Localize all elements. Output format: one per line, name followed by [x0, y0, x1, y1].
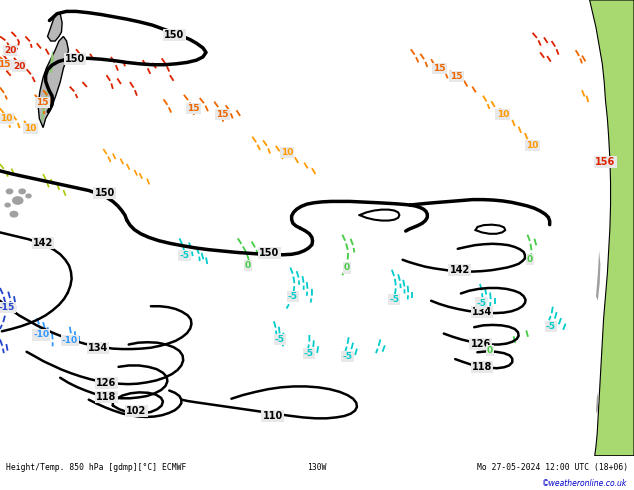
Text: 150: 150 [65, 54, 85, 64]
Circle shape [13, 197, 23, 204]
Text: 142: 142 [450, 265, 470, 275]
Text: 156: 156 [595, 157, 616, 167]
Circle shape [5, 203, 10, 207]
Text: 10: 10 [496, 110, 509, 119]
Text: 0: 0 [527, 255, 533, 264]
Text: 15: 15 [433, 64, 446, 73]
Text: -5: -5 [476, 298, 486, 308]
Text: -5: -5 [275, 335, 285, 344]
Text: -10: -10 [33, 330, 49, 340]
Polygon shape [596, 392, 598, 415]
Text: 10: 10 [0, 114, 13, 123]
Text: 10: 10 [526, 141, 539, 150]
Text: 118: 118 [96, 392, 117, 402]
Text: 110: 110 [262, 411, 283, 420]
Text: -10: -10 [61, 336, 78, 345]
Text: -5: -5 [342, 352, 353, 361]
Circle shape [6, 189, 13, 194]
Text: 126: 126 [96, 378, 117, 388]
Text: 134: 134 [88, 343, 108, 353]
Text: 15: 15 [450, 72, 463, 80]
Polygon shape [596, 251, 600, 301]
Text: 126: 126 [470, 339, 491, 348]
Text: Height/Temp. 850 hPa [gdmp][°C] ECMWF: Height/Temp. 850 hPa [gdmp][°C] ECMWF [6, 463, 187, 472]
Text: 142: 142 [33, 238, 53, 248]
Text: 15: 15 [0, 60, 11, 69]
Text: 150: 150 [259, 248, 280, 258]
Text: 150: 150 [164, 30, 184, 40]
Text: 102: 102 [126, 406, 146, 416]
Text: -15: -15 [0, 303, 15, 312]
Text: 15: 15 [36, 98, 49, 107]
Text: 15: 15 [216, 110, 229, 120]
Polygon shape [49, 50, 54, 73]
Polygon shape [38, 36, 68, 127]
Text: 130W: 130W [307, 463, 327, 472]
Text: -5: -5 [389, 295, 399, 304]
Polygon shape [48, 14, 62, 41]
Polygon shape [590, 0, 634, 456]
Text: 0: 0 [487, 346, 493, 355]
Text: 10: 10 [281, 148, 294, 157]
Text: -5: -5 [179, 251, 190, 260]
Text: 118: 118 [472, 362, 492, 372]
Text: Mo 27-05-2024 12:00 UTC (18+06): Mo 27-05-2024 12:00 UTC (18+06) [477, 463, 628, 472]
Text: 20: 20 [4, 46, 16, 54]
Circle shape [19, 189, 25, 194]
Text: 10: 10 [24, 124, 37, 133]
Text: 0: 0 [344, 264, 350, 272]
Text: -5: -5 [304, 349, 314, 358]
Text: 134: 134 [472, 307, 492, 317]
Circle shape [10, 212, 18, 217]
Text: ©weatheronline.co.uk: ©weatheronline.co.uk [543, 479, 628, 488]
Text: 0: 0 [245, 261, 251, 270]
Text: 15: 15 [187, 104, 200, 113]
Text: -5: -5 [288, 292, 298, 301]
Text: 150: 150 [94, 188, 115, 198]
Polygon shape [41, 87, 49, 123]
Circle shape [26, 194, 31, 198]
Text: 20: 20 [13, 62, 25, 71]
Text: -5: -5 [546, 322, 556, 331]
